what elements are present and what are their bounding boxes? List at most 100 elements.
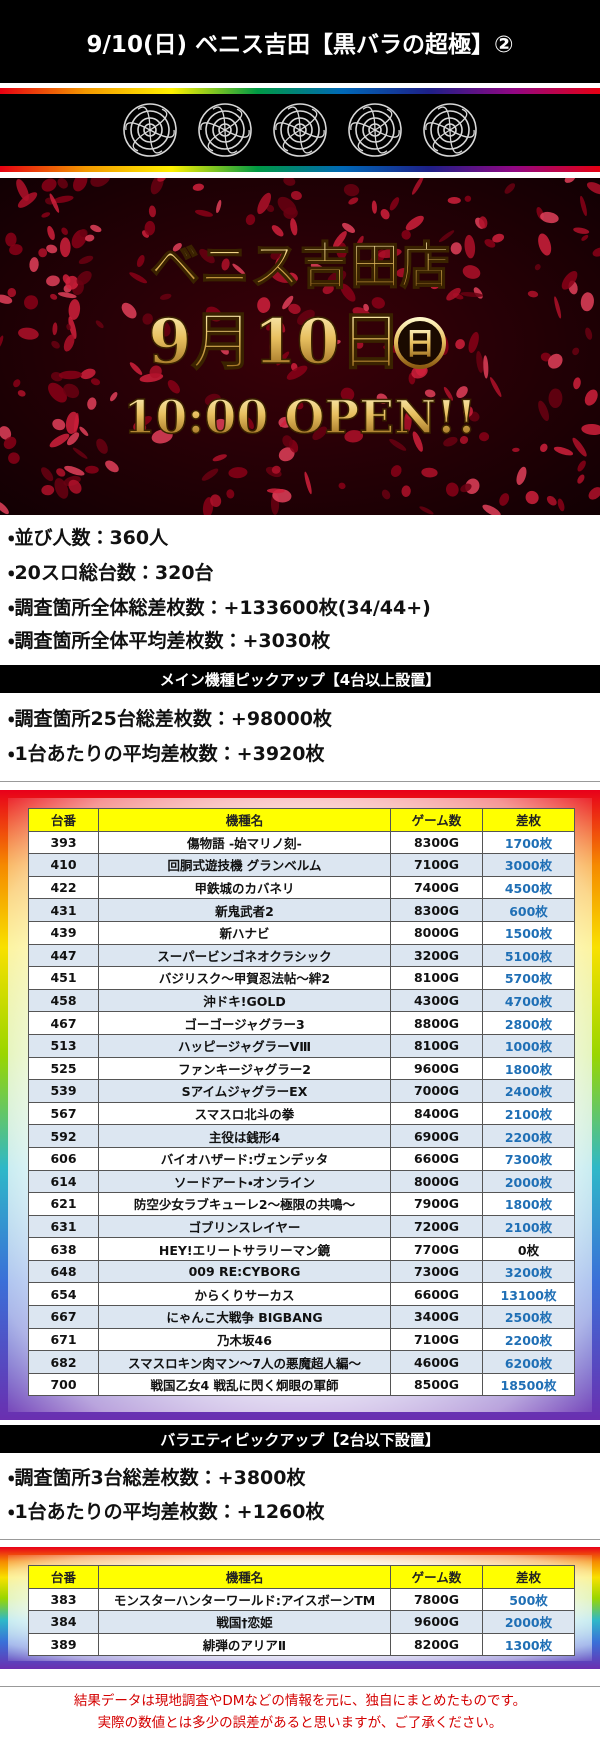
coin-diff: 2100枚: [482, 1214, 575, 1239]
petal: [73, 173, 88, 192]
machine-number: 638: [28, 1237, 99, 1261]
petal: [331, 339, 341, 345]
game-count: 3400G: [390, 1305, 483, 1329]
petal: [149, 365, 162, 379]
coin-diff: 2000枚: [482, 1169, 575, 1194]
coin-diff: 2400枚: [482, 1079, 575, 1103]
game-count: 9600G: [390, 1056, 483, 1081]
bullet-stat: ・1台あたりの平均差枚数：+3920枚: [8, 743, 325, 765]
petal: [16, 178, 29, 201]
machine-name: スマスロ北斗の拳: [98, 1101, 391, 1126]
game-count: 9600G: [390, 1610, 483, 1634]
petal: [57, 178, 68, 189]
petal: [245, 417, 254, 430]
petal: [483, 355, 489, 379]
rose-petal: [212, 106, 226, 131]
machine-name: 新ハナビ: [98, 920, 391, 945]
machine-number: 451: [28, 966, 99, 990]
petal: [534, 264, 541, 271]
petal: [419, 506, 434, 515]
coin-diff: 13100枚: [482, 1282, 575, 1307]
petal: [411, 175, 424, 195]
rose-ring: [205, 110, 245, 150]
petal: [232, 263, 246, 275]
table-row: 539 SアイムジャグラーEX 7000G 2400枚: [28, 1079, 575, 1103]
rose-ring: [437, 117, 463, 143]
rose-ring: [123, 103, 177, 157]
petal: [57, 292, 77, 299]
machine-table: 台番 機種名 ゲーム数 差枚 383 モンスターハンターワールド:アイスボーンTM 7800…: [28, 1565, 575, 1657]
rose-icon: [423, 103, 477, 157]
petal: [62, 274, 71, 285]
petal: [288, 272, 298, 282]
petal: [310, 263, 325, 273]
bullet-stat: ・調査箇所全体平均差枚数：+3030枚: [8, 630, 331, 652]
petal: [270, 251, 281, 260]
rose-petal: [275, 122, 301, 131]
table-row: 631 ゴブリンスレイヤー 7200G 2100枚: [28, 1214, 575, 1239]
machine-number: 513: [28, 1033, 99, 1058]
rose-ring: [430, 110, 470, 150]
table-row: 592 主役は銭形4 6900G 2200枚: [28, 1124, 575, 1148]
table-row: 638 HEY!エリートサラリーマン鏡 7700G 0枚: [28, 1237, 575, 1261]
machine-number: 592: [28, 1124, 99, 1148]
game-count: 7400G: [390, 875, 483, 900]
header-row: 台番 機種名 ゲーム数 差枚: [28, 1565, 575, 1589]
coin-diff: 5100枚: [482, 943, 575, 968]
petal: [412, 431, 423, 452]
petal: [245, 214, 256, 226]
petal: [121, 302, 137, 319]
machine-name: 甲鉄城のカバネリ: [98, 875, 391, 900]
rose-petal: [374, 129, 400, 138]
petal: [85, 465, 99, 474]
petal: [516, 466, 527, 485]
table-row: 389 緋弾のアリアⅡ 8200G 1300枚: [28, 1632, 575, 1657]
table-row: 447 スーパービンゴネオクラシック 3200G 5100枚: [28, 943, 575, 968]
game-count: 6900G: [390, 1124, 483, 1148]
game-count: 7100G: [390, 1327, 483, 1352]
petal: [3, 436, 17, 450]
rose-petal: [425, 122, 451, 131]
table-row: 458 沖ドキ!GOLD 4300G 4700枚: [28, 988, 575, 1013]
petal: [396, 268, 410, 278]
petal: [489, 377, 502, 397]
machine-number: 393: [28, 830, 99, 855]
petal: [450, 242, 462, 255]
rose-ring: [355, 110, 395, 150]
petal: [68, 299, 81, 320]
machine-number: 525: [28, 1056, 99, 1081]
petal: [327, 270, 347, 285]
coin-diff: 0枚: [482, 1237, 575, 1261]
petal: [336, 242, 347, 259]
petal: [293, 400, 304, 410]
petal: [455, 339, 465, 350]
rose-band: [0, 94, 600, 166]
rose-ring: [280, 110, 320, 150]
petal: [257, 192, 272, 215]
petal: [276, 351, 290, 366]
machine-name: SアイムジャグラーEX: [98, 1079, 391, 1103]
petal: [527, 290, 539, 298]
petal: [443, 386, 454, 401]
table-row: 614 ソードアート・オンライン 8000G 2000枚: [28, 1169, 575, 1194]
petal: [282, 435, 293, 448]
coin-diff: 2100枚: [482, 1101, 575, 1126]
petal: [41, 212, 51, 218]
machine-number: 422: [28, 875, 99, 900]
petal: [109, 392, 118, 402]
petal: [96, 438, 108, 454]
game-count: 7300G: [390, 1259, 483, 1284]
rose-ring: [130, 110, 170, 150]
machine-number: 458: [28, 988, 99, 1013]
petal: [288, 303, 301, 315]
rose-icon: [273, 103, 327, 157]
petal: [371, 297, 385, 309]
game-count: 4600G: [390, 1350, 483, 1374]
rose-ring: [212, 117, 238, 143]
petal: [459, 435, 469, 444]
column-header: 差枚: [482, 808, 575, 832]
petal: [389, 438, 407, 451]
petal: [438, 230, 455, 243]
rose-petal: [132, 129, 151, 152]
petal: [492, 233, 505, 243]
